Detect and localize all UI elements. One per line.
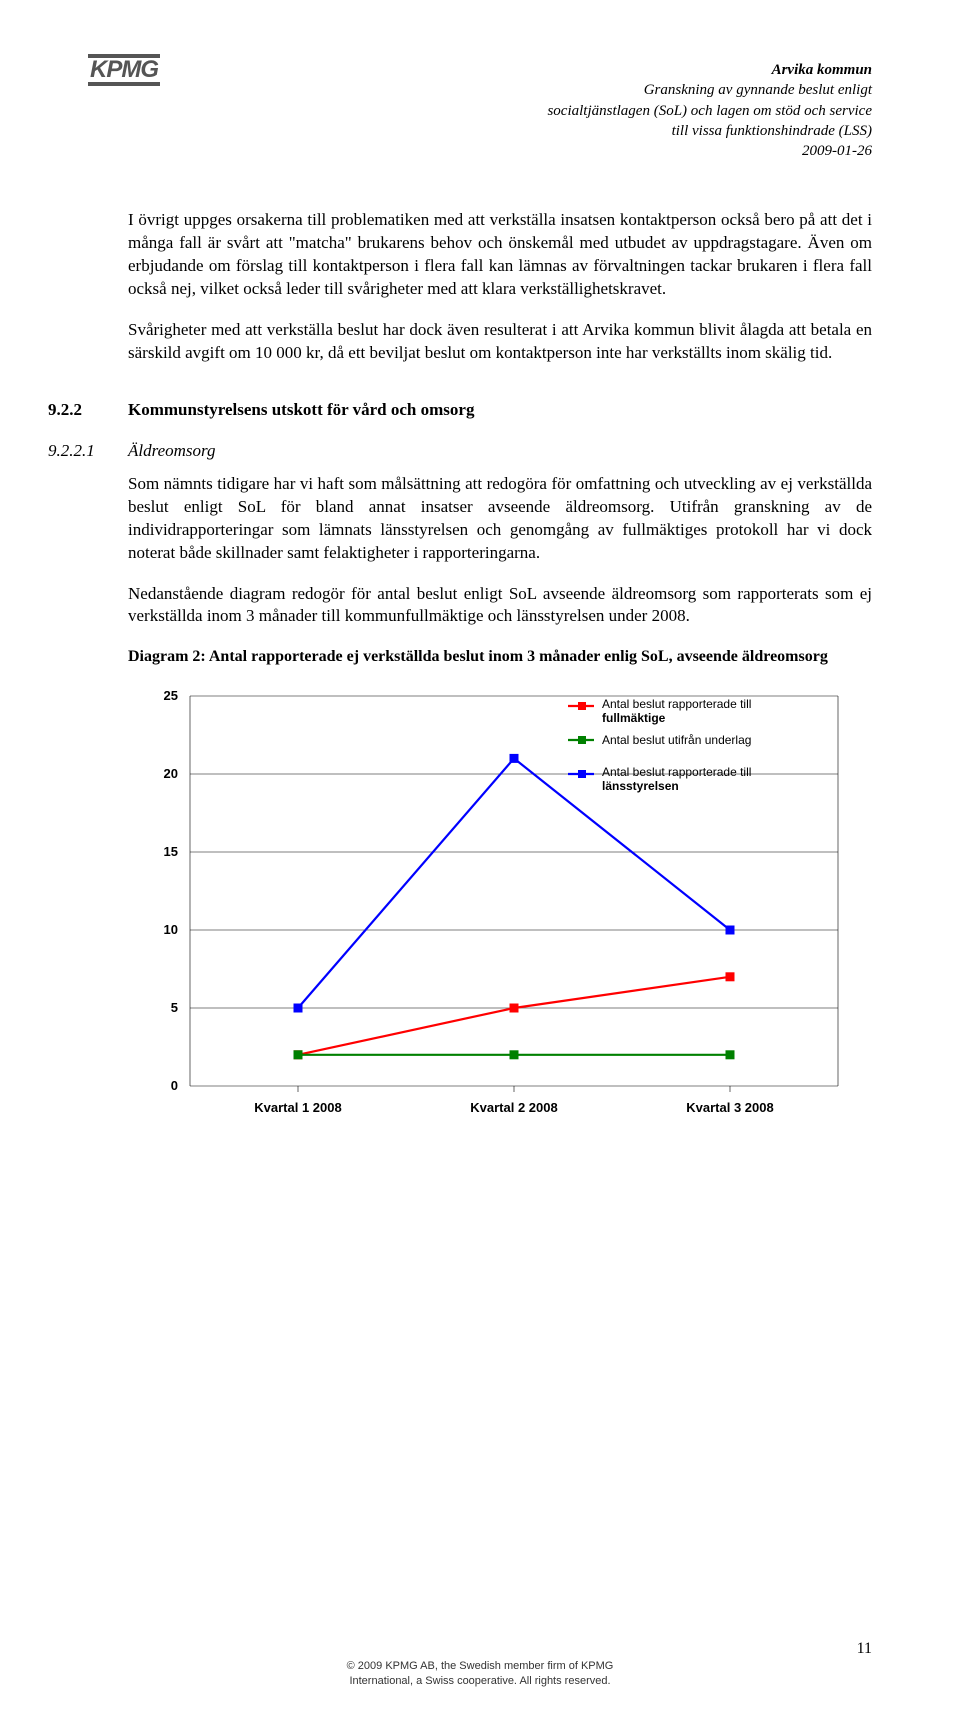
svg-text:fullmäktige: fullmäktige bbox=[602, 711, 666, 725]
svg-text:15: 15 bbox=[164, 844, 178, 859]
svg-text:Kvartal 3 2008: Kvartal 3 2008 bbox=[686, 1100, 773, 1115]
subsection-title: Äldreomsorg bbox=[128, 440, 216, 463]
kpmg-logo: KPMG bbox=[88, 54, 160, 86]
section-heading: 9.2.2 Kommunstyrelsens utskott för vård … bbox=[128, 399, 872, 422]
footer-line2: International, a Swiss cooperative. All … bbox=[0, 1674, 960, 1688]
section-title: Kommunstyrelsens utskott för vård och om… bbox=[128, 399, 474, 422]
svg-text:länsstyrelsen: länsstyrelsen bbox=[602, 779, 679, 793]
svg-text:Antal beslut rapporterade till: Antal beslut rapporterade till bbox=[602, 697, 751, 711]
diagram-caption: Diagram 2: Antal rapporterade ej verkstä… bbox=[128, 646, 872, 668]
header-line3: socialtjänstlagen (SoL) och lagen om stö… bbox=[128, 101, 872, 121]
footer: © 2009 KPMG AB, the Swedish member firm … bbox=[0, 1659, 960, 1688]
section-number: 9.2.2 bbox=[48, 399, 128, 422]
header-line2: Granskning av gynnande beslut enligt bbox=[128, 80, 872, 100]
svg-text:Antal beslut utifrån underlag: Antal beslut utifrån underlag bbox=[602, 733, 751, 747]
svg-text:0: 0 bbox=[171, 1078, 178, 1093]
svg-text:Antal beslut rapporterade till: Antal beslut rapporterade till bbox=[602, 765, 751, 779]
header-date: 2009-01-26 bbox=[128, 141, 872, 161]
body-paragraph-1: I övrigt uppges orsakerna till problemat… bbox=[128, 209, 872, 301]
header-org: Arvika kommun bbox=[128, 60, 872, 80]
svg-text:10: 10 bbox=[164, 922, 178, 937]
footer-line1: © 2009 KPMG AB, the Swedish member firm … bbox=[0, 1659, 960, 1673]
body-paragraph-2: Svårigheter med att verkställa beslut ha… bbox=[128, 319, 872, 365]
svg-text:25: 25 bbox=[164, 688, 178, 703]
header-line4: till vissa funktionshindrade (LSS) bbox=[128, 121, 872, 141]
svg-text:5: 5 bbox=[171, 1000, 178, 1015]
line-chart: 0 5 10 15 20 25 Kvartal 1 2008 Kvartal 2 2008 Kv… bbox=[138, 686, 872, 1136]
svg-text:Kvartal 2 2008: Kvartal 2 2008 bbox=[470, 1100, 557, 1115]
svg-text:20: 20 bbox=[164, 766, 178, 781]
subsection-number: 9.2.2.1 bbox=[48, 440, 128, 463]
subsection-heading: 9.2.2.1 Äldreomsorg bbox=[128, 440, 872, 463]
svg-text:Kvartal 1 2008: Kvartal 1 2008 bbox=[254, 1100, 341, 1115]
page-number: 11 bbox=[857, 1638, 872, 1660]
subsection-paragraph-2: Nedanstående diagram redogör för antal b… bbox=[128, 583, 872, 629]
document-header: Arvika kommun Granskning av gynnande bes… bbox=[128, 60, 872, 161]
chart-svg: 0 5 10 15 20 25 Kvartal 1 2008 Kvartal 2 2008 Kv… bbox=[138, 686, 858, 1136]
subsection-paragraph-1: Som nämnts tidigare har vi haft som måls… bbox=[128, 473, 872, 565]
